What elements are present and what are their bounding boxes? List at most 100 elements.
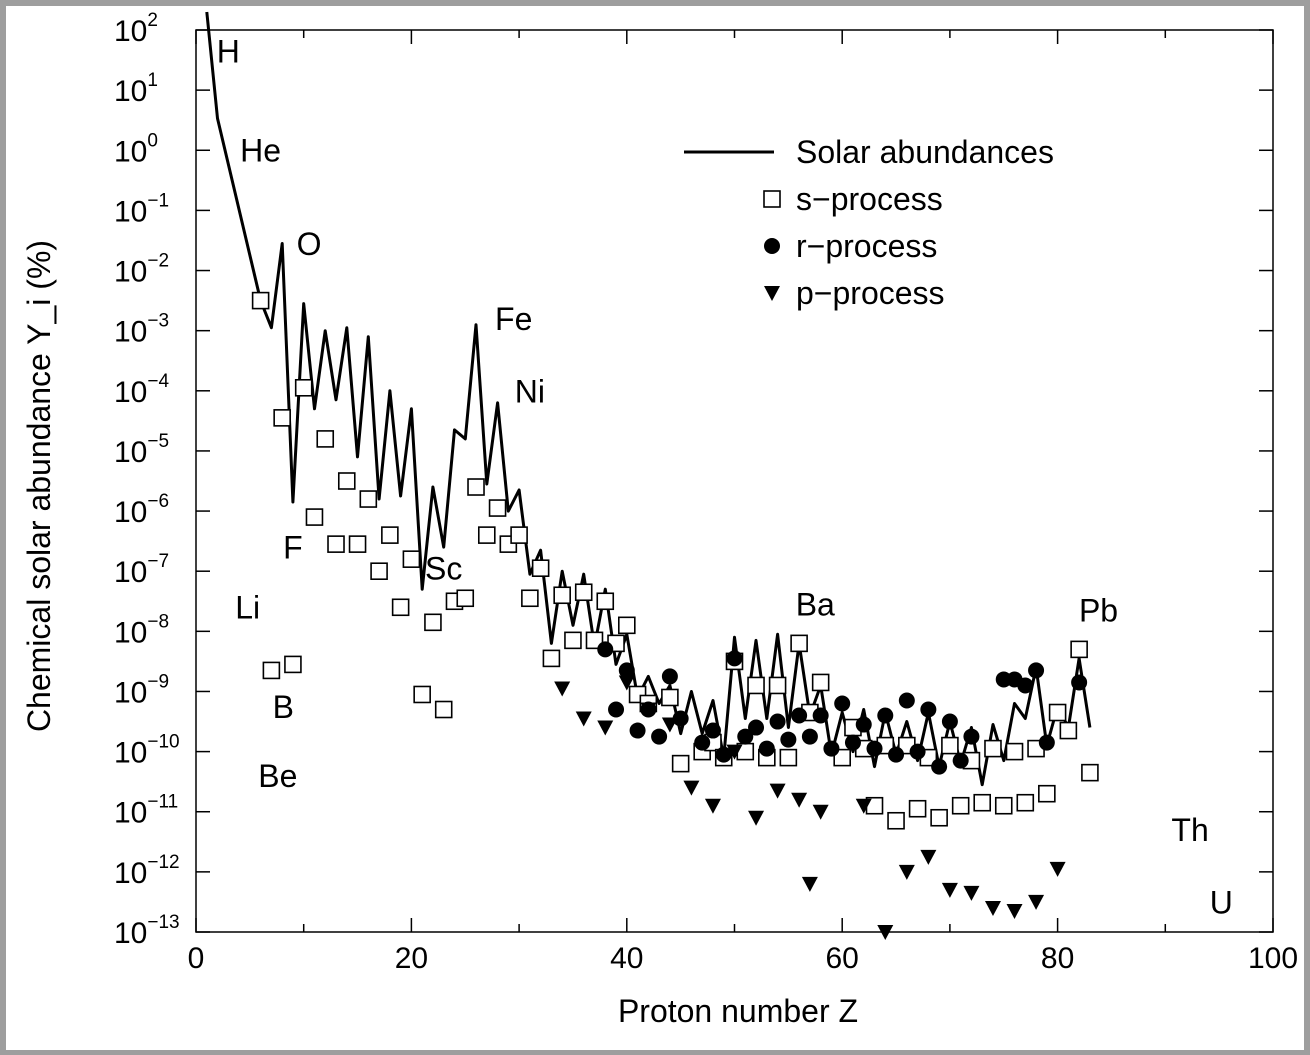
y-tick-label: 10−8 bbox=[114, 611, 169, 649]
y-tick-base: 10 bbox=[114, 376, 147, 409]
element-label: Ni bbox=[515, 373, 545, 409]
element-label: Ba bbox=[796, 587, 835, 623]
s-process-point bbox=[273, 409, 291, 427]
p-process-point bbox=[1028, 894, 1045, 910]
s-process-point bbox=[951, 796, 970, 815]
p-process-point bbox=[726, 744, 743, 760]
element-label: Be bbox=[258, 758, 297, 794]
s-process-point bbox=[574, 583, 593, 602]
r-process-point bbox=[661, 668, 678, 685]
p-process-point bbox=[748, 810, 765, 826]
p-process-point bbox=[941, 882, 958, 898]
figure-canvas: 0 20 40 60 80 100 102 101 100 10−1 10−2 10−3 10−4 10−… bbox=[6, 6, 1304, 1050]
s-process-point bbox=[833, 748, 852, 767]
y-tick-label: 10−13 bbox=[114, 912, 180, 950]
s-process-point bbox=[391, 598, 410, 617]
y-tick-exponent: −1 bbox=[147, 190, 169, 211]
r-process-point bbox=[769, 713, 786, 730]
s-process-point bbox=[585, 631, 604, 650]
s-process-point bbox=[456, 589, 475, 608]
element-label: U bbox=[1210, 884, 1233, 920]
s-process-point bbox=[348, 535, 367, 553]
s-process-point bbox=[521, 589, 539, 608]
y-tick-exponent: −13 bbox=[147, 912, 179, 933]
r-process-point bbox=[812, 707, 829, 724]
s-process-point bbox=[941, 736, 959, 755]
x-tick-label: 20 bbox=[395, 942, 428, 975]
element-label: Fe bbox=[495, 301, 532, 337]
r-process-point bbox=[855, 716, 872, 733]
s-process-point bbox=[542, 649, 561, 668]
r-process-point bbox=[726, 650, 743, 667]
p-process-point bbox=[801, 876, 818, 892]
r-process-point bbox=[737, 728, 754, 745]
p-process-point bbox=[920, 849, 937, 865]
s-process-point bbox=[671, 754, 690, 773]
s-process-point bbox=[1081, 763, 1099, 782]
legend: Solar abundances s−process r−process p−proc… bbox=[684, 134, 1054, 311]
r-process-point bbox=[608, 701, 625, 718]
y-tick-base: 10 bbox=[114, 135, 147, 168]
s-process-point bbox=[1005, 742, 1024, 761]
y-tick-label: 10−1 bbox=[114, 190, 169, 228]
y-tick-exponent: −8 bbox=[147, 611, 169, 632]
r-process-point bbox=[920, 701, 937, 718]
r-process-point bbox=[801, 728, 818, 745]
y-tick-exponent: −7 bbox=[147, 551, 169, 572]
y-tick-label: 100 bbox=[114, 130, 158, 168]
s-process-point bbox=[251, 291, 270, 310]
y-tick-exponent: −2 bbox=[147, 251, 169, 272]
r-process-point bbox=[758, 740, 775, 757]
s-process-point bbox=[768, 676, 787, 695]
s-process-point bbox=[424, 613, 442, 632]
r-process-point bbox=[952, 752, 969, 769]
y-tick-base: 10 bbox=[114, 556, 147, 589]
y-tick-label: 10−2 bbox=[114, 251, 169, 289]
legend-marker-swatch bbox=[764, 286, 780, 301]
s-process-point bbox=[402, 550, 421, 568]
x-tick-label: 60 bbox=[826, 942, 859, 975]
element-labels-layer: H He O Fe Ni F Sc Li B Be Ba Pb ThU bbox=[217, 34, 1233, 921]
y-tick-exponent: −9 bbox=[147, 671, 169, 692]
y-tick-label: 10−5 bbox=[114, 431, 169, 469]
p-process-point bbox=[984, 900, 1001, 916]
tick-labels-layer: 0 20 40 60 80 10010210110010−110−210−310−410−… bbox=[114, 10, 1298, 975]
y-tick-exponent: −11 bbox=[147, 792, 178, 813]
r-process-point bbox=[1071, 674, 1088, 691]
s-process-point bbox=[434, 700, 453, 719]
r-process-point bbox=[1017, 677, 1034, 694]
y-tick-base: 10 bbox=[114, 195, 147, 228]
x-axis-title: Proton number Z bbox=[618, 993, 858, 1029]
s-process-point bbox=[316, 430, 335, 448]
r-process-point bbox=[651, 728, 668, 745]
r-process-point bbox=[780, 731, 797, 748]
y-tick-exponent: −5 bbox=[147, 431, 169, 452]
p-process-point bbox=[554, 681, 571, 697]
y-tick-base: 10 bbox=[114, 436, 147, 469]
p-process-point bbox=[704, 798, 721, 814]
s-process-point bbox=[1038, 784, 1056, 803]
s-process-point bbox=[262, 661, 281, 680]
y-tick-exponent: −6 bbox=[147, 491, 169, 512]
element-label: He bbox=[240, 133, 281, 169]
y-tick-label: 102 bbox=[114, 10, 158, 48]
r-process-point bbox=[618, 662, 635, 679]
y-tick-label: 10−12 bbox=[114, 852, 180, 890]
p-process-point bbox=[1049, 861, 1066, 877]
p-process-point bbox=[575, 711, 592, 727]
s-process-point bbox=[467, 478, 485, 496]
r-process-point bbox=[791, 707, 808, 724]
p-process-point bbox=[618, 675, 635, 691]
r-process-point bbox=[898, 692, 915, 709]
y-tick-exponent: −10 bbox=[147, 732, 179, 753]
s-process-point bbox=[984, 739, 1002, 758]
s-process-point bbox=[553, 586, 571, 605]
r-process-point bbox=[909, 743, 926, 760]
x-tick-label: 40 bbox=[610, 942, 643, 975]
p-process-point bbox=[855, 798, 872, 814]
s-process-point bbox=[1016, 793, 1035, 812]
y-tick-exponent: 0 bbox=[147, 130, 158, 151]
p-process-point bbox=[661, 717, 678, 733]
y-tick-base: 10 bbox=[114, 917, 147, 950]
p-process-point bbox=[769, 783, 786, 799]
